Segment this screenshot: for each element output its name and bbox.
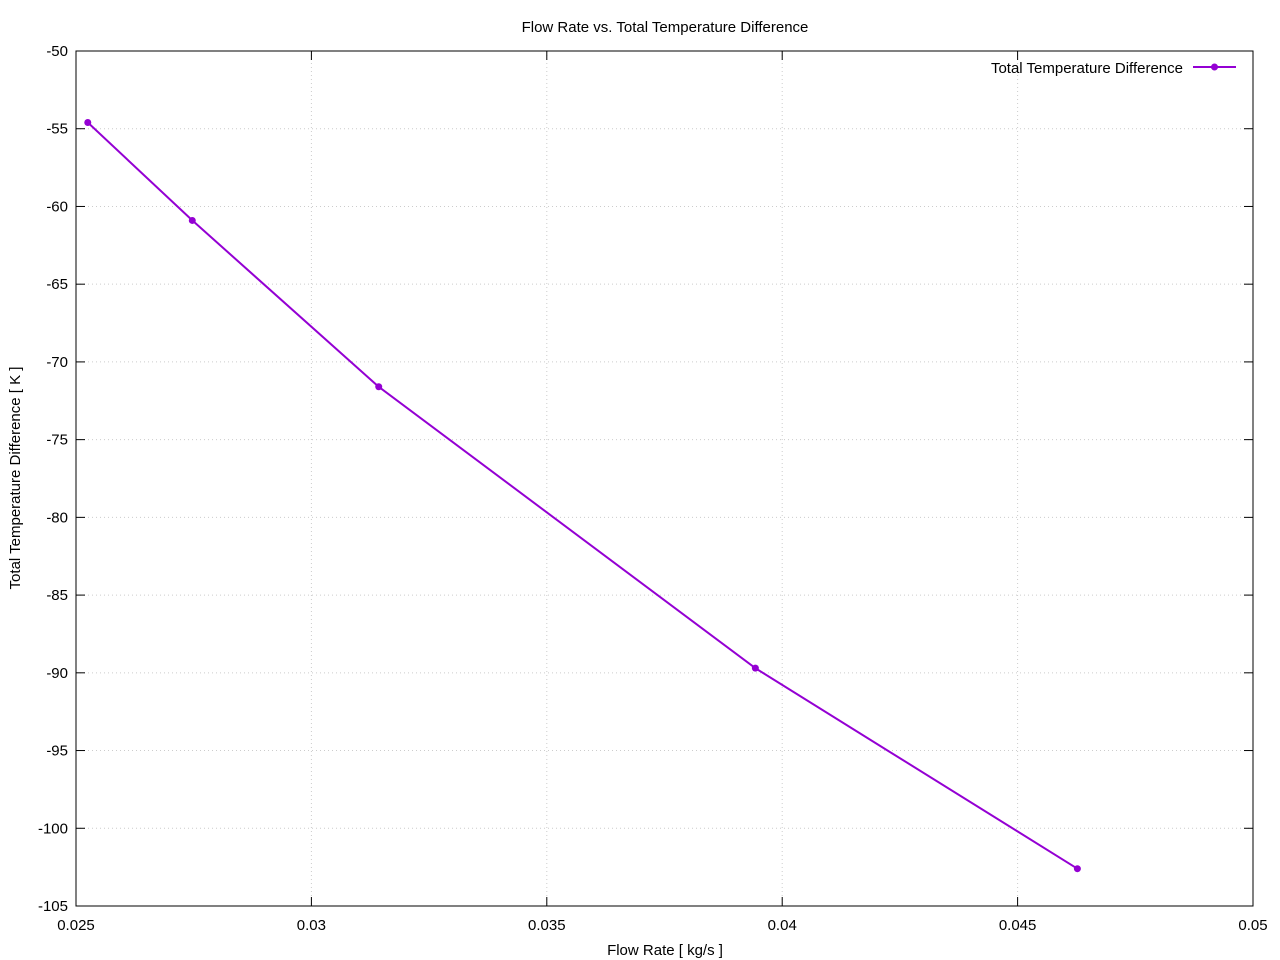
data-point [1073,865,1081,873]
data-point [751,664,759,672]
y-tick-label: -65 [46,276,68,293]
y-tick-label: -80 [46,509,68,526]
data-point [188,216,196,224]
y-tick-label: -60 [46,198,68,215]
y-tick-label: -95 [46,743,68,760]
y-tick-label: -55 [46,121,68,138]
axes [75,50,1254,907]
x-tick-label: 0.025 [57,917,95,934]
y-tick-labels: -50 -55 -60 -65 -70 -75 -80 -85 -90 -95 -100 -105 [38,43,68,915]
y-tick-label: -105 [38,898,68,915]
y-tick-label: -85 [46,587,68,604]
x-tick-label: 0.03 [297,917,326,934]
data-point [84,119,92,127]
x-tick-label: 0.045 [999,917,1037,934]
x-tick-label: 0.035 [528,917,566,934]
x-axis-label: Flow Rate [ kg/s ] [607,942,723,959]
legend-marker [1211,63,1218,71]
series-line [87,121,1078,870]
y-tick-label: -90 [46,665,68,682]
plot-border [75,50,1254,907]
y-tick-label: -100 [38,820,68,837]
x-tick-label: 0.04 [768,917,797,934]
grid-lines [76,51,1253,906]
y-tick-label: -70 [46,354,68,371]
chart-title: Flow Rate vs. Total Temperature Differen… [522,19,809,36]
y-axis-label: Total Temperature Difference [ K ] [7,367,24,590]
y-tick-label: -75 [46,432,68,449]
series-plot [84,119,1081,873]
x-tick-labels: 0.025 0.03 0.035 0.04 0.045 0.05 [57,917,1267,934]
y-tick-label: -50 [46,43,68,60]
data-point [375,383,383,391]
legend: Total Temperature Difference [991,60,1236,77]
legend-label: Total Temperature Difference [991,60,1183,77]
x-tick-label: 0.05 [1238,917,1267,934]
